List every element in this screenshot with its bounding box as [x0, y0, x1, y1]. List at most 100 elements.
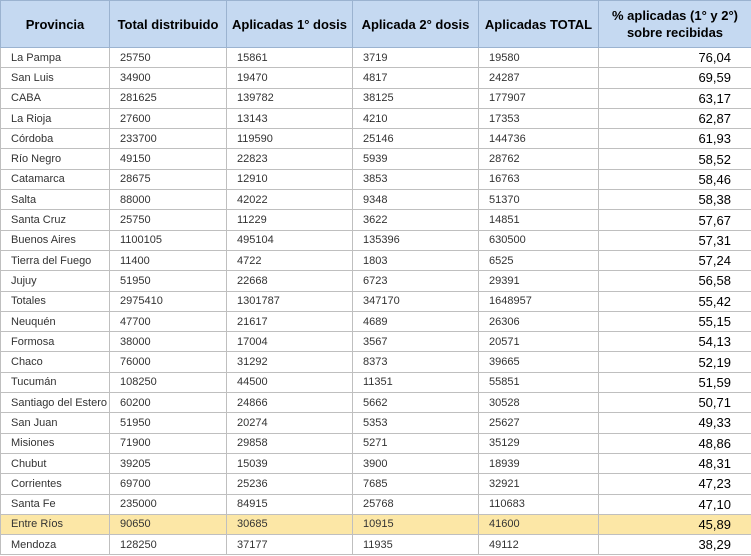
province-cell: Córdoba	[0, 128, 110, 150]
province-cell: San Juan	[0, 412, 110, 434]
value-cell: 1648957	[478, 290, 599, 312]
value-cell: 4722	[226, 249, 353, 272]
value-cell: 71900	[109, 432, 227, 454]
column-header: Aplicadas TOTAL	[478, 0, 599, 48]
table-row: San Juan 51950 20274 5353 25627 49,33	[0, 412, 751, 434]
table-row: Salta 88000 42022 9348 51370 58,38	[0, 189, 751, 211]
value-cell: 57,24	[598, 249, 751, 272]
value-cell: 55,15	[598, 310, 751, 333]
value-cell: 21617	[226, 310, 353, 333]
value-cell: 108250	[109, 371, 227, 394]
table-row: Misiones 71900 29858 5271 35129 48,86	[0, 432, 751, 454]
value-cell: 13143	[226, 107, 353, 130]
table-row: La Pampa 25750 15861 3719 19580 76,04	[0, 46, 751, 69]
value-cell: 47700	[109, 310, 227, 333]
value-cell: 90650	[109, 513, 227, 536]
value-cell: 1100105	[109, 229, 227, 251]
value-cell: 29858	[226, 432, 353, 454]
value-cell: 9348	[352, 189, 479, 211]
value-cell: 3853	[352, 168, 479, 191]
province-cell: Río Negro	[0, 148, 110, 170]
value-cell: 57,67	[598, 209, 751, 231]
value-cell: 54,13	[598, 331, 751, 353]
value-cell: 110683	[478, 493, 599, 515]
table-row: Catamarca 28675 12910 3853 16763 58,46	[0, 168, 751, 191]
value-cell: 48,86	[598, 432, 751, 454]
column-header: Aplicadas 1° dosis	[226, 0, 353, 48]
value-cell: 128250	[109, 534, 227, 556]
value-cell: 16763	[478, 168, 599, 191]
column-header: % aplicadas (1° y 2°) sobre recibidas	[598, 0, 751, 48]
table-row: Chubut 39205 15039 3900 18939 48,31	[0, 452, 751, 475]
province-cell: Buenos Aires	[0, 229, 110, 251]
table-row: CABA 281625 139782 38125 177907 63,17	[0, 87, 751, 109]
value-cell: 5353	[352, 412, 479, 434]
value-cell: 8373	[352, 351, 479, 373]
value-cell: 38125	[352, 87, 479, 109]
province-cell: Chaco	[0, 351, 110, 373]
value-cell: 119590	[226, 128, 353, 150]
table-row: Corrientes 69700 25236 7685 32921 47,23	[0, 473, 751, 495]
value-cell: 7685	[352, 473, 479, 495]
value-cell: 15861	[226, 46, 353, 69]
value-cell: 281625	[109, 87, 227, 109]
value-cell: 28675	[109, 168, 227, 191]
value-cell: 4689	[352, 310, 479, 333]
province-cell: Tierra del Fuego	[0, 249, 110, 272]
value-cell: 32921	[478, 473, 599, 495]
value-cell: 47,10	[598, 493, 751, 515]
table-row: Totales 2975410 1301787 347170 1648957 55,42	[0, 290, 751, 312]
value-cell: 51950	[109, 412, 227, 434]
value-cell: 27600	[109, 107, 227, 130]
value-cell: 20274	[226, 412, 353, 434]
table-row: Entre Ríos 90650 30685 10915 41600 45,89	[0, 513, 751, 536]
value-cell: 35129	[478, 432, 599, 454]
province-cell: Santa Cruz	[0, 209, 110, 231]
value-cell: 47,23	[598, 473, 751, 495]
table-row: Santa Fe 235000 84915 25768 110683 47,10	[0, 493, 751, 515]
value-cell: 58,52	[598, 148, 751, 170]
table-header: Provincia Total distribuido Aplicadas 1° d…	[0, 0, 751, 48]
value-cell: 1301787	[226, 290, 353, 312]
province-cell: Mendoza	[0, 534, 110, 556]
value-cell: 38000	[109, 331, 227, 353]
value-cell: 11935	[352, 534, 479, 556]
value-cell: 25750	[109, 209, 227, 231]
value-cell: 50,71	[598, 392, 751, 414]
value-cell: 41600	[478, 513, 599, 536]
value-cell: 48,31	[598, 452, 751, 475]
value-cell: 51,59	[598, 371, 751, 394]
value-cell: 39665	[478, 351, 599, 373]
value-cell: 88000	[109, 189, 227, 211]
table-body: La Pampa 25750 15861 3719 19580 76,04 San Luis…	[0, 46, 751, 556]
value-cell: 6525	[478, 249, 599, 272]
table-row: Buenos Aires 1100105 495104 135396 630500 57,…	[0, 229, 751, 251]
province-cell: Entre Ríos	[0, 513, 110, 536]
value-cell: 11400	[109, 249, 227, 272]
value-cell: 30685	[226, 513, 353, 536]
province-cell: Corrientes	[0, 473, 110, 495]
province-cell: Tucumán	[0, 371, 110, 394]
table-row: Jujuy 51950 22668 6723 29391 56,58	[0, 270, 751, 292]
value-cell: 22823	[226, 148, 353, 170]
province-cell: Catamarca	[0, 168, 110, 191]
value-cell: 5662	[352, 392, 479, 414]
table-row: Córdoba 233700 119590 25146 144736 61,93	[0, 128, 751, 150]
value-cell: 25750	[109, 46, 227, 69]
province-cell: Santiago del Estero	[0, 392, 110, 414]
value-cell: 52,19	[598, 351, 751, 373]
table-row: Neuquén 47700 21617 4689 26306 55,15	[0, 310, 751, 333]
value-cell: 84915	[226, 493, 353, 515]
value-cell: 144736	[478, 128, 599, 150]
table-row: Formosa 38000 17004 3567 20571 54,13	[0, 331, 751, 353]
value-cell: 58,46	[598, 168, 751, 191]
value-cell: 26306	[478, 310, 599, 333]
value-cell: 19580	[478, 46, 599, 69]
value-cell: 1803	[352, 249, 479, 272]
value-cell: 38,29	[598, 534, 751, 556]
province-cell: Misiones	[0, 432, 110, 454]
value-cell: 29391	[478, 270, 599, 292]
value-cell: 51370	[478, 189, 599, 211]
value-cell: 76000	[109, 351, 227, 373]
province-cell: La Pampa	[0, 46, 110, 69]
